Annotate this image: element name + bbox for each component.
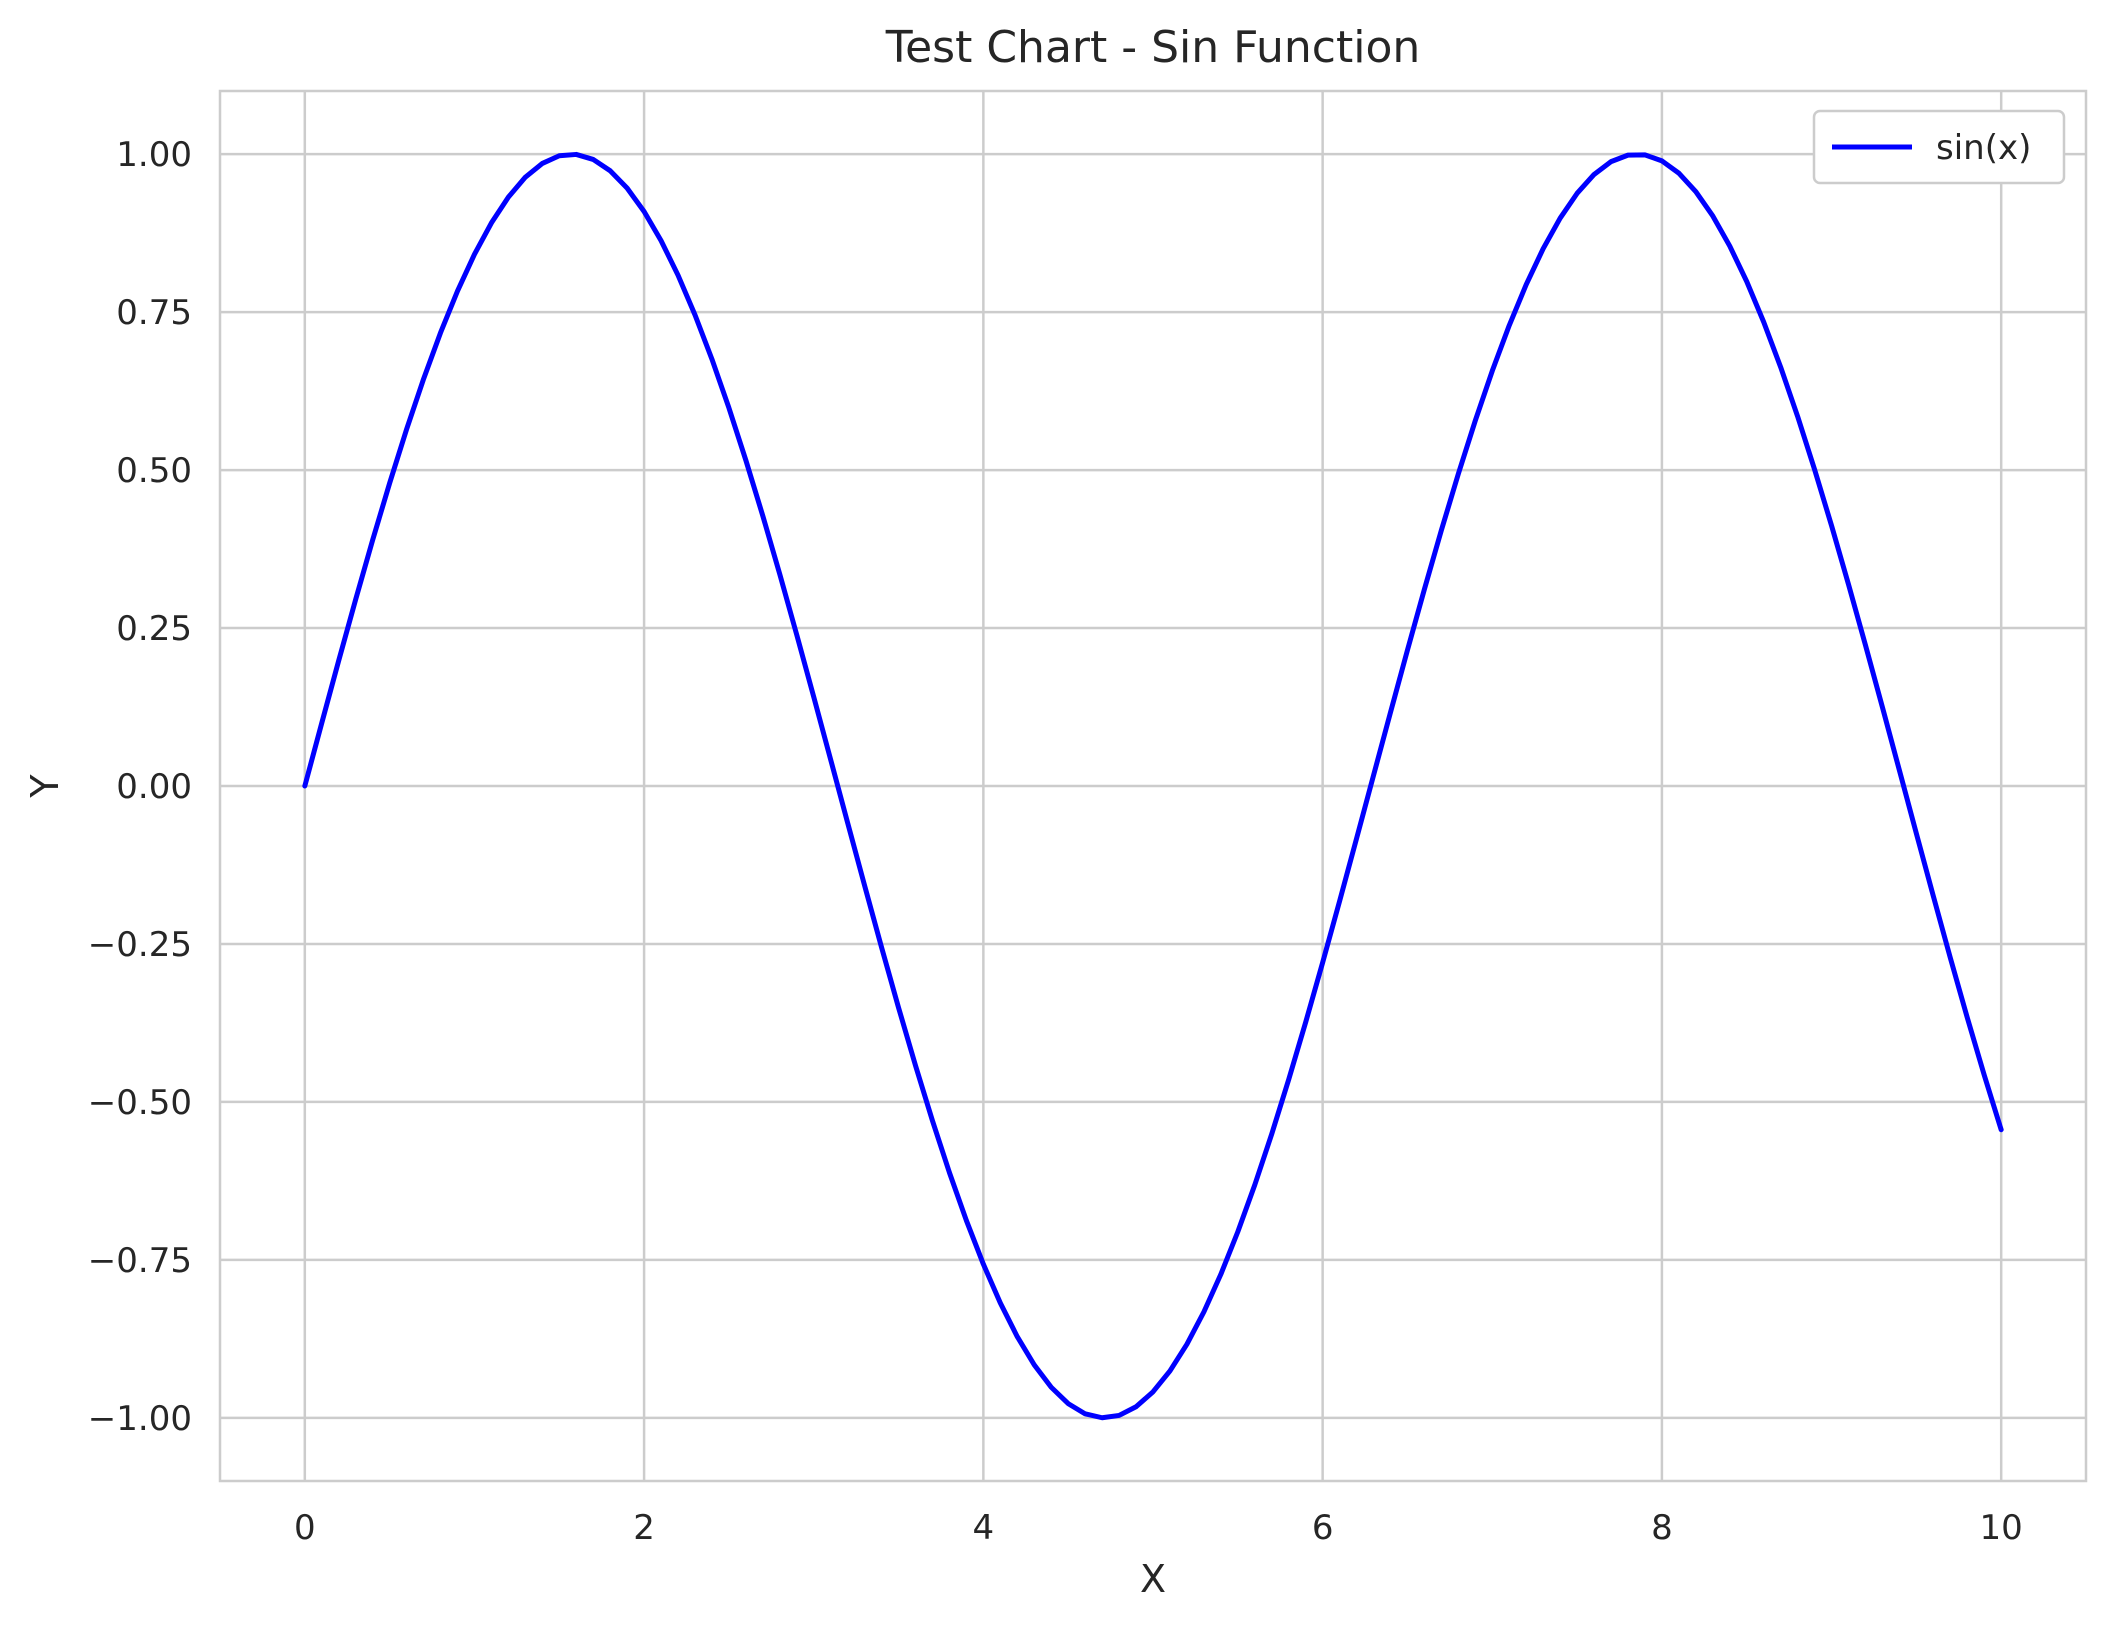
x-tick-label: 8: [1651, 1508, 1673, 1548]
legend-box: [1812, 109, 2066, 185]
y-tick-label: 0.25: [116, 609, 192, 649]
y-tick-label: −0.50: [88, 1083, 192, 1123]
x-tick-label: 10: [1980, 1508, 2023, 1548]
plot-frame: [218, 89, 2088, 1483]
chart-title: Test Chart - Sin Function: [885, 22, 1421, 73]
y-tick-label: −0.75: [88, 1241, 192, 1281]
y-tick-label: 0.00: [116, 767, 192, 807]
x-tick-label: 6: [1312, 1508, 1334, 1548]
legend-label-sin: sin(x): [1936, 128, 2031, 168]
series-line-0: [302, 151, 2004, 1421]
legend: sin(x): [1812, 109, 2066, 185]
x-tick-label: 4: [973, 1508, 995, 1548]
x-tick-labels: 0 2 4 6 8 10: [294, 1508, 2023, 1548]
y-tick-label: −1.00: [88, 1399, 192, 1439]
x-tick-label: 0: [294, 1508, 316, 1548]
y-tick-labels: 1.00 0.75 0.50 0.25 0.00 −0.25 −0.50 −0.75 −1.00: [88, 135, 192, 1439]
series-layer: [302, 151, 2004, 1421]
x-tick-label: 2: [633, 1508, 655, 1548]
y-tick-label: 1.00: [116, 135, 192, 175]
y-axis-label: Y: [23, 774, 67, 799]
grid: [220, 91, 2086, 1481]
y-tick-label: −0.25: [88, 925, 192, 965]
y-tick-label: 0.75: [116, 293, 192, 333]
y-tick-label: 0.50: [116, 451, 192, 491]
x-axis-label: X: [1140, 1557, 1166, 1601]
